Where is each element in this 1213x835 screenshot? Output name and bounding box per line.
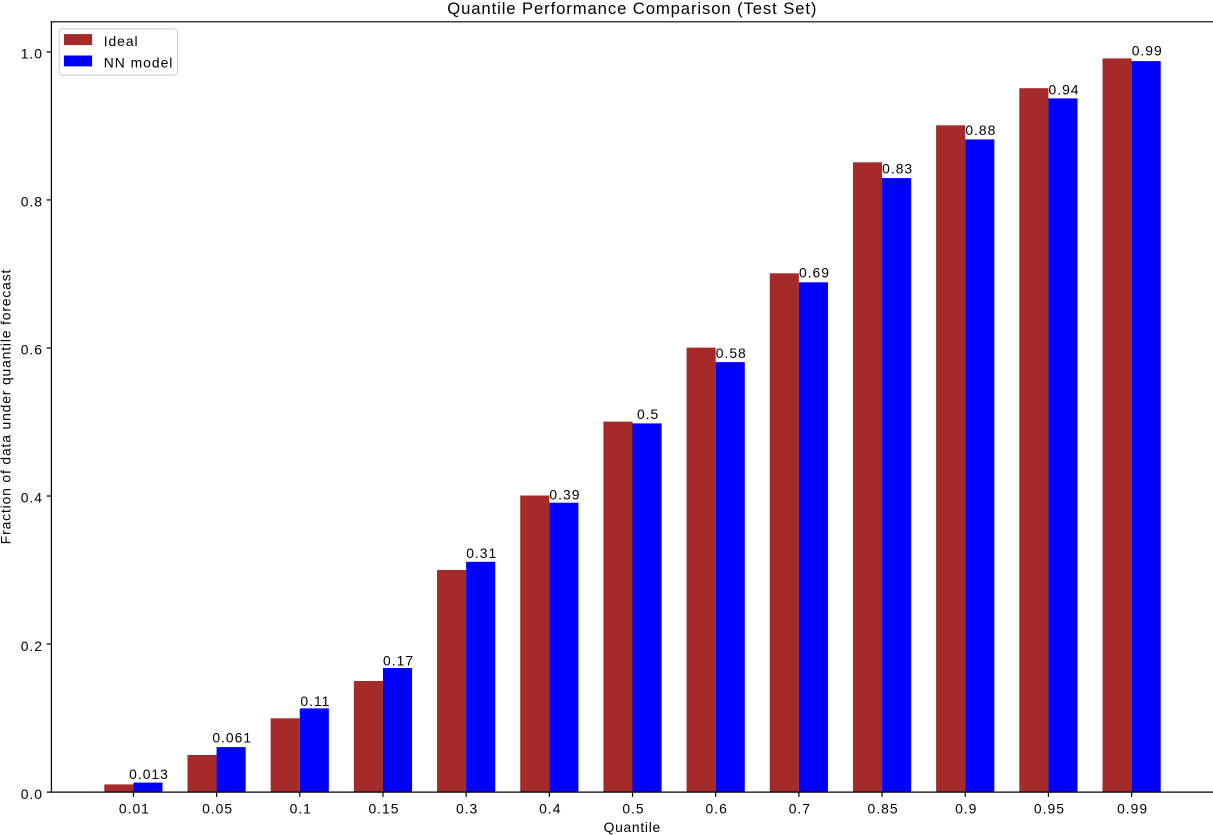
svg-text:0.1: 0.1	[290, 801, 312, 817]
svg-text:0.3: 0.3	[456, 801, 478, 817]
svg-text:0.6: 0.6	[706, 801, 728, 817]
svg-text:0.0: 0.0	[21, 786, 43, 802]
svg-text:0.58: 0.58	[716, 345, 747, 361]
svg-text:0.4: 0.4	[539, 801, 561, 817]
svg-text:0.5: 0.5	[622, 801, 644, 817]
svg-text:0.69: 0.69	[799, 265, 830, 281]
svg-text:0.94: 0.94	[1049, 81, 1080, 97]
svg-text:0.31: 0.31	[466, 545, 497, 561]
svg-text:0.01: 0.01	[119, 801, 150, 817]
svg-text:Quantile: Quantile	[604, 819, 661, 835]
svg-text:0.9: 0.9	[955, 801, 977, 817]
svg-text:0.5: 0.5	[637, 406, 659, 422]
svg-text:0.8: 0.8	[21, 194, 43, 210]
svg-text:0.05: 0.05	[202, 801, 233, 817]
svg-text:0.7: 0.7	[789, 801, 811, 817]
svg-text:Fraction of data under quantil: Fraction of data under quantile forecast	[0, 269, 13, 544]
svg-text:0.4: 0.4	[21, 490, 43, 506]
svg-text:1.0: 1.0	[21, 46, 43, 62]
svg-text:NN model: NN model	[104, 54, 174, 70]
svg-text:0.39: 0.39	[549, 487, 580, 503]
svg-text:0.83: 0.83	[882, 161, 913, 177]
svg-text:0.95: 0.95	[1034, 801, 1065, 817]
svg-text:0.2: 0.2	[21, 638, 43, 654]
svg-text:0.99: 0.99	[1132, 43, 1163, 59]
svg-text:0.99: 0.99	[1117, 801, 1148, 817]
svg-text:0.17: 0.17	[383, 652, 414, 668]
svg-text:0.061: 0.061	[212, 729, 252, 745]
svg-text:0.85: 0.85	[868, 801, 899, 817]
svg-text:0.013: 0.013	[129, 766, 169, 782]
svg-text:Ideal: Ideal	[104, 33, 139, 49]
svg-text:Quantile Performance Compariso: Quantile Performance Comparison (Test Se…	[447, 0, 817, 18]
svg-text:0.15: 0.15	[368, 801, 399, 817]
svg-text:0.11: 0.11	[300, 693, 330, 709]
svg-text:0.88: 0.88	[965, 122, 996, 138]
svg-text:0.6: 0.6	[21, 342, 43, 358]
